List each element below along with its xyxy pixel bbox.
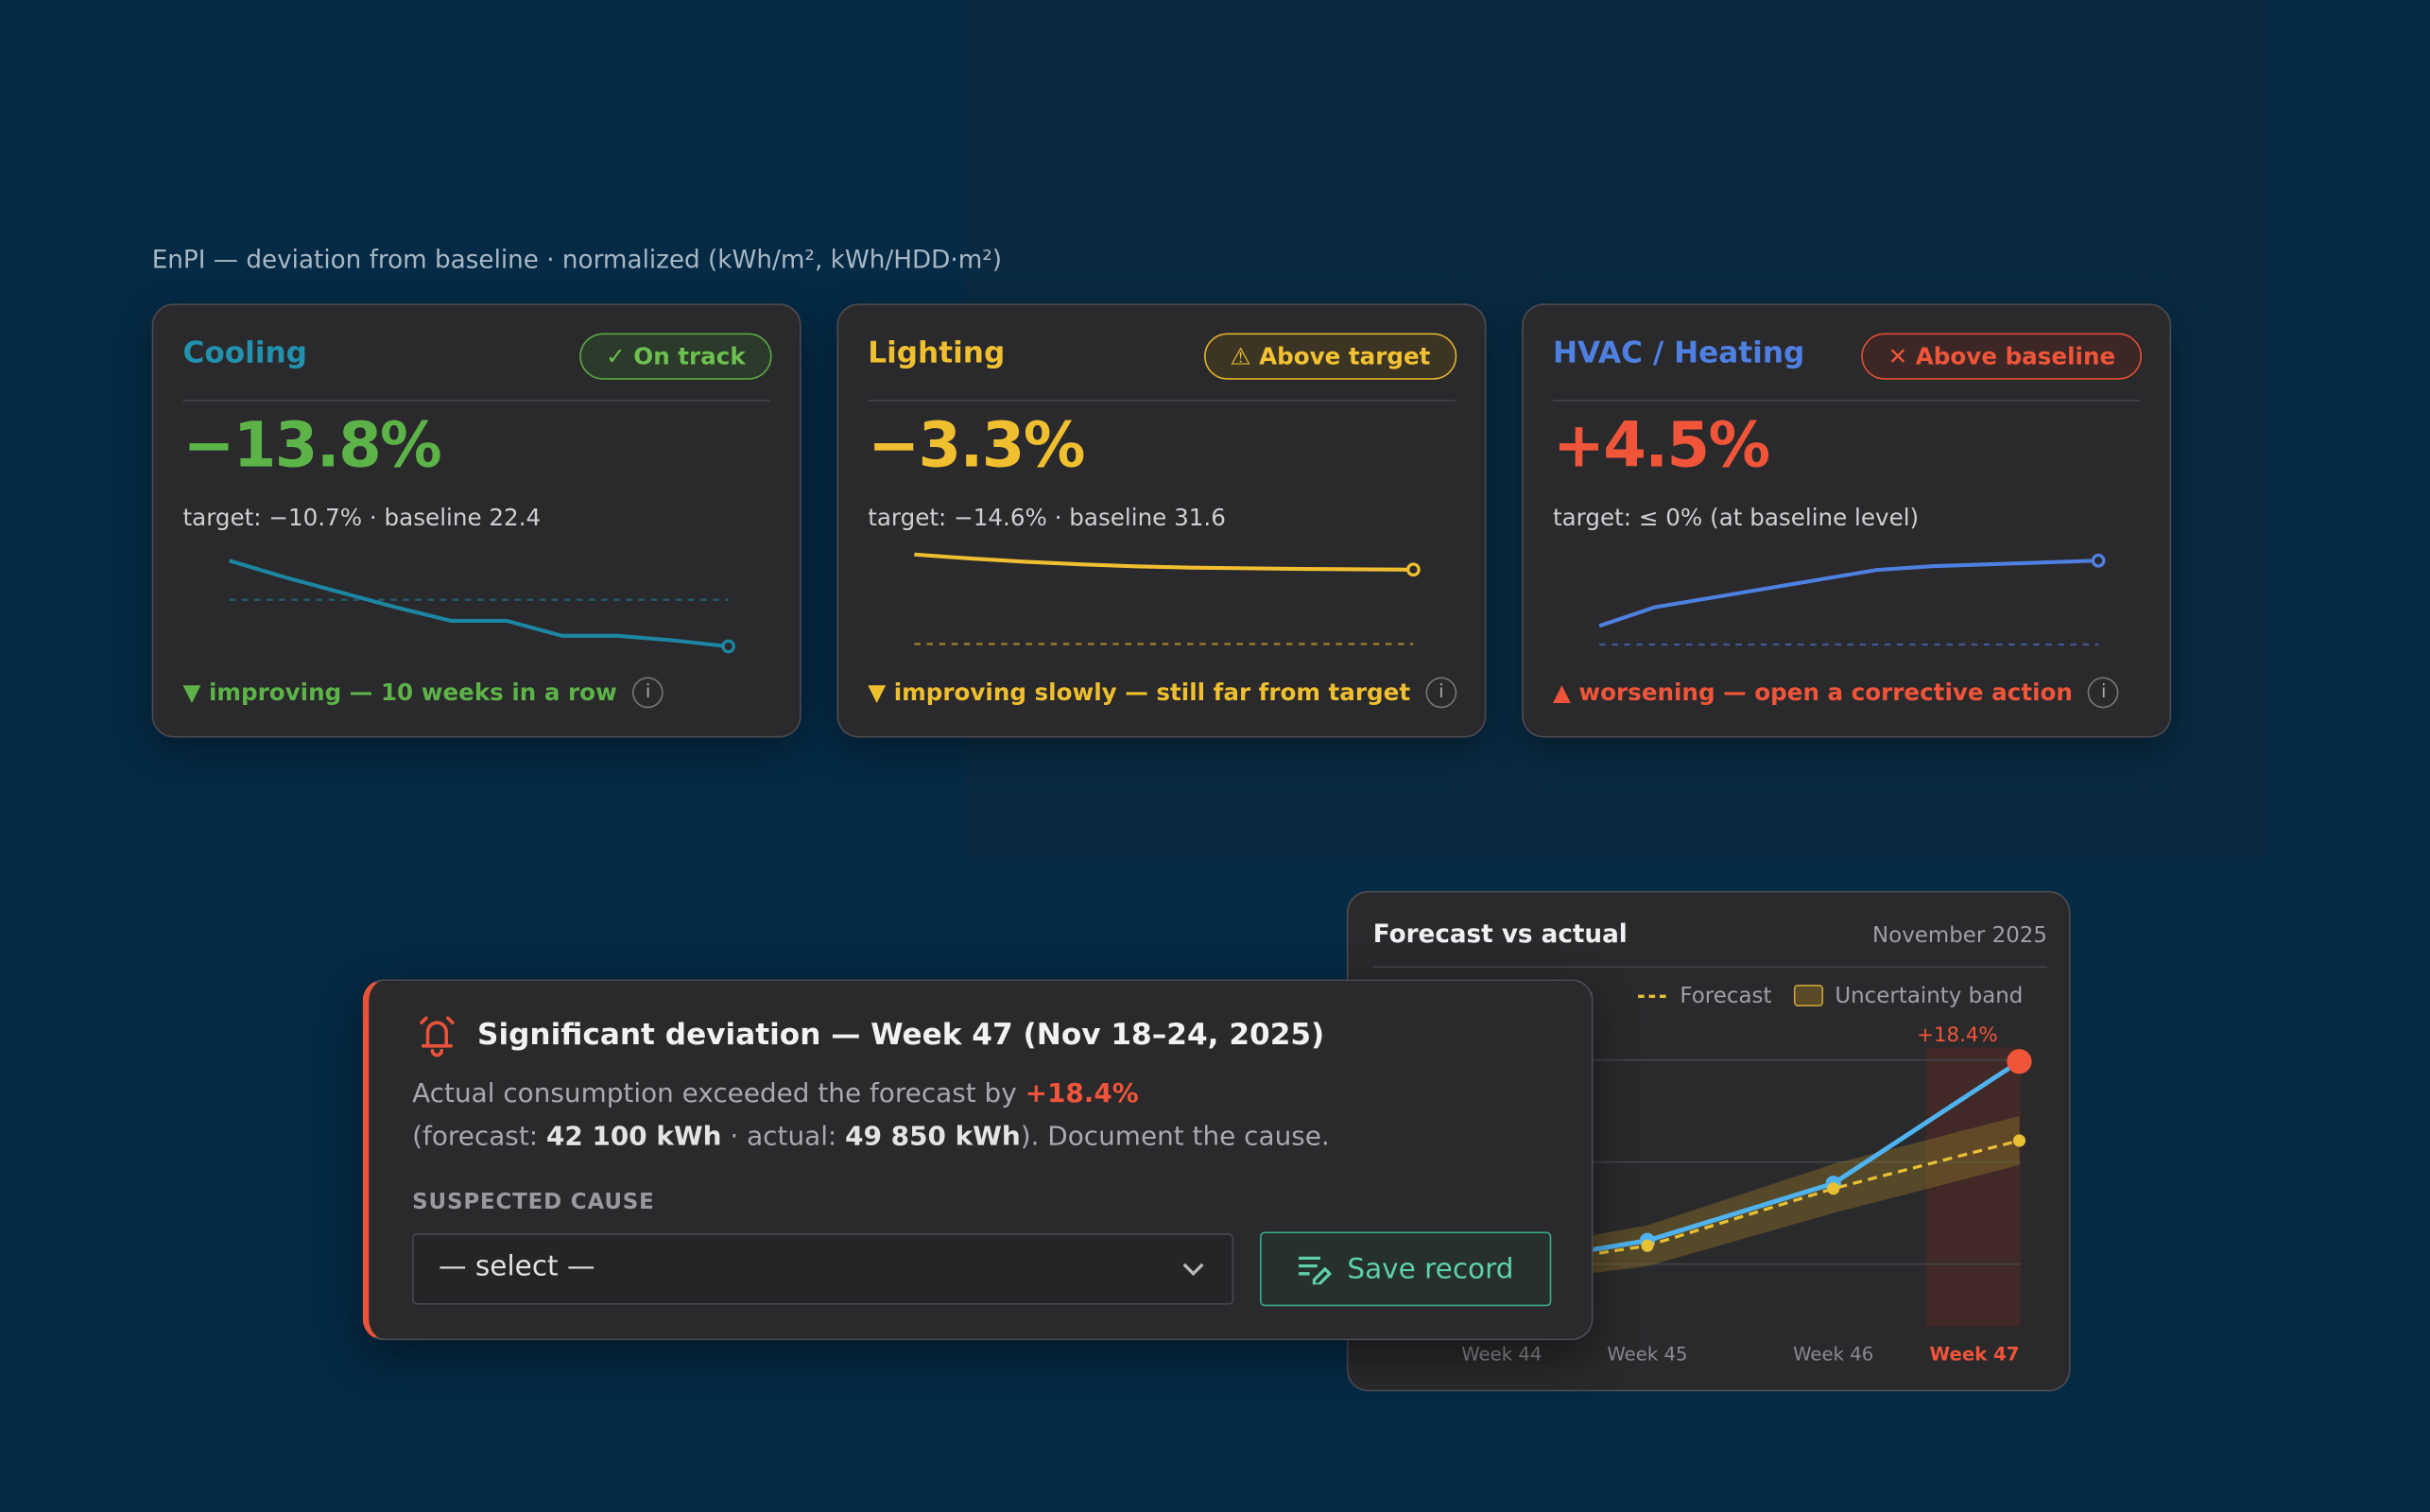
deviation: +18.4% [1025,1078,1139,1110]
text: Actual consumption exceeded the forecast… [412,1078,1025,1110]
cause-select[interactable]: — select — [412,1233,1234,1305]
trend-row: ▼ improving — 10 weeks in a row i [182,677,664,709]
x-tick-label: Week 46 [1793,1344,1873,1366]
trend-text: ▲ worsening — open a corrective action [1552,679,2073,707]
spark-line [1598,558,2099,628]
x-tick-label: Week 47 [1930,1344,2020,1366]
trend-row: ▲ worsening — open a corrective action i [1552,677,2120,709]
text: · actual: [721,1122,846,1153]
status-badge: ✕ Above baseline [1861,333,2143,380]
text: (forecast: [412,1122,547,1153]
annotation: +18.4% [1917,1023,1998,1047]
kpi-value: −13.8% [182,410,441,482]
status-badge: ⚠ Above target [1203,333,1457,380]
kpi-value: −3.3% [868,410,1085,482]
trend-text: ▼ improving — 10 weeks in a row [182,679,617,707]
alert-body: (forecast: 42 100 kWh · actual: 49 850 k… [412,1122,1330,1153]
sparkline [1598,553,2106,646]
chevron [1182,1263,1204,1277]
select-text: — select — [439,1250,595,1283]
info-icon: i [632,677,664,709]
data-point [2012,1134,2026,1147]
card-title: HVAC / Heating [1552,335,1805,370]
end-point [721,639,736,654]
spark-line [914,552,1414,572]
status-badge: ✓ On track [579,333,772,380]
field-label: SUSPECTED CAUSE [412,1190,655,1215]
kpi-value: +4.5% [1552,410,1770,482]
target-text: target: −10.7% · baseline 22.4 [182,503,542,532]
sparkline [914,552,1421,645]
divider [1552,400,2141,402]
x-tick-label: Week 45 [1607,1344,1687,1366]
alert-card: Significant deviation — Week 47 (Nov 18–… [362,979,1594,1341]
info-icon: i [1425,677,1457,709]
legend-label: Uncertainty band [1835,984,2023,1008]
sparkline [229,558,736,654]
x-tick-label: Week 44 [1461,1344,1542,1366]
save-button[interactable]: Save record [1260,1231,1552,1307]
alert-body: Actual consumption exceeded the forecast… [412,1078,1139,1109]
actual-value: 49 850 kWh [845,1122,1021,1153]
data-point [2007,1049,2032,1074]
divider [182,400,770,402]
target-text: target: ≤ 0% (at baseline level) [1552,503,1920,532]
trend-text: ▼ improving slowly — still far from targ… [868,679,1411,707]
divider [868,400,1456,402]
data-point [1827,1182,1840,1195]
end-point [2091,553,2106,568]
target-text: target: −14.6% · baseline 31.6 [868,503,1226,532]
chart-subtitle: November 2025 [1872,923,2047,948]
kpi-card: Lighting ⚠ Above target −3.3% target: −14.6… [836,303,1487,738]
chart-title: Forecast vs actual [1373,920,1628,949]
info-icon: i [2088,677,2120,709]
section-title: EnPI — deviation from baseline · normali… [151,245,1003,275]
legend-swatch [1793,985,1824,1006]
trend-row: ▼ improving slowly — still far from targ… [868,677,1457,709]
button-text: Save record [1347,1252,1514,1286]
forecast-value: 42 100 kWh [546,1122,722,1153]
save-icon [1299,1256,1332,1285]
end-point [1406,562,1421,577]
data-point [1641,1239,1654,1252]
text: ). Document the cause. [1020,1122,1330,1153]
legend-label: Forecast [1680,984,1771,1008]
kpi-card: Cooling ✓ On track −13.8% target: −10.7% · … [151,303,801,738]
kpi-card: HVAC / Heating ✕ Above baseline +4.5% targe… [1522,303,2172,738]
alert-title: Significant deviation — Week 47 (Nov 18–… [477,1018,1325,1053]
bell-icon [420,1016,455,1057]
card-title: Lighting [868,335,1006,370]
spark-line [229,558,729,649]
card-title: Cooling [182,335,307,370]
